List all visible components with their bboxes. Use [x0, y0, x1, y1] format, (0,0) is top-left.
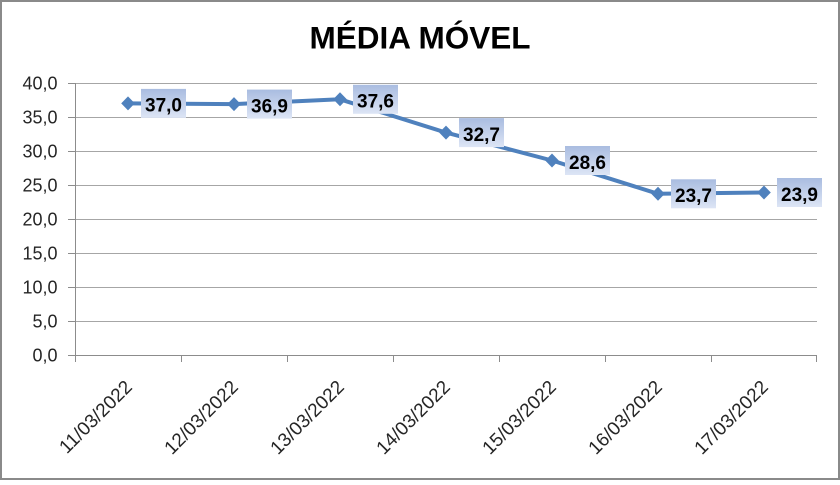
svg-text:23,9: 23,9 — [781, 185, 818, 206]
svg-text:20,0: 20,0 — [22, 210, 57, 230]
svg-text:28,6: 28,6 — [569, 153, 606, 174]
svg-text:37,0: 37,0 — [145, 96, 182, 117]
svg-text:37,6: 37,6 — [357, 92, 394, 113]
svg-text:32,7: 32,7 — [463, 125, 500, 146]
svg-text:30,0: 30,0 — [22, 142, 57, 162]
svg-text:15,0: 15,0 — [22, 244, 57, 264]
svg-text:40,0: 40,0 — [22, 74, 57, 94]
svg-text:0,0: 0,0 — [32, 346, 57, 366]
svg-text:25,0: 25,0 — [22, 176, 57, 196]
svg-text:MÉDIA MÓVEL: MÉDIA MÓVEL — [309, 20, 530, 56]
svg-text:35,0: 35,0 — [22, 108, 57, 128]
svg-text:36,9: 36,9 — [251, 96, 288, 117]
svg-text:23,7: 23,7 — [675, 186, 712, 207]
svg-text:5,0: 5,0 — [32, 312, 57, 332]
svg-text:10,0: 10,0 — [22, 278, 57, 298]
